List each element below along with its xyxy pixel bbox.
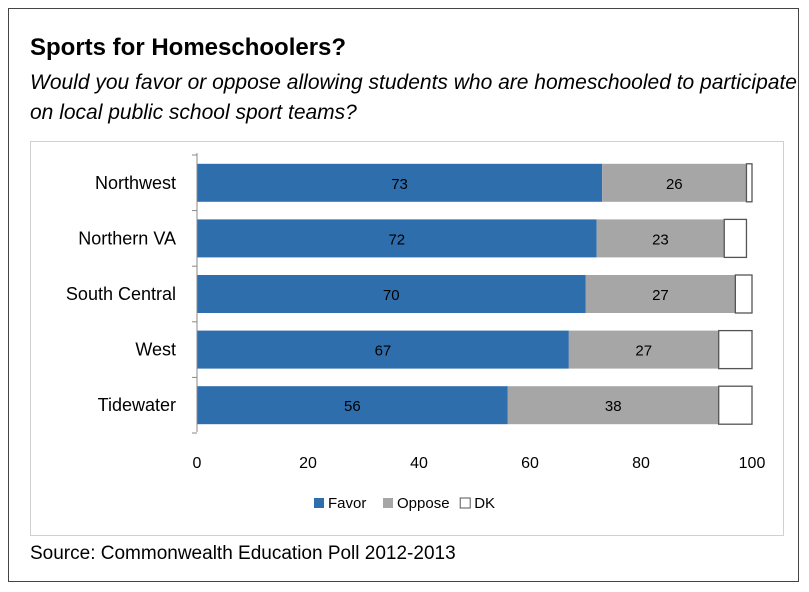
data-label-favor-south-central: 70 (383, 287, 400, 304)
x-tick-label-100: 100 (739, 455, 766, 472)
data-label-oppose-tidewater: 38 (605, 398, 622, 415)
category-label-tidewater: Tidewater (98, 395, 176, 415)
legend-swatch-oppose (383, 498, 393, 508)
bar-oppose-west (568, 330, 719, 369)
x-tick-label-40: 40 (410, 455, 428, 472)
bar-favor-tidewater (197, 386, 508, 425)
bar-oppose-tidewater (507, 386, 719, 425)
legend-label-oppose: Oppose (397, 495, 450, 512)
bar-favor-northern-va (197, 219, 597, 258)
chart-title: Sports for Homeschoolers? (30, 34, 347, 61)
category-label-west: West (135, 340, 176, 360)
bar-oppose-northern-va (596, 219, 725, 258)
bar-dk-tidewater (718, 385, 753, 425)
bar-favor-northwest (197, 163, 603, 202)
bar-dk-west (718, 329, 753, 370)
bar-dk-south-central (734, 274, 753, 314)
chart-subtitle: Would you favor or oppose allowing stude… (30, 71, 797, 124)
data-label-favor-northern-va: 72 (388, 231, 405, 248)
category-label-south-central: South Central (66, 284, 176, 304)
legend-label-favor: Favor (328, 495, 366, 512)
legend-swatch-dk (459, 497, 471, 509)
data-label-favor-northwest: 73 (391, 176, 408, 193)
legend-label-dk: DK (474, 495, 495, 512)
data-label-oppose-northern-va: 23 (652, 231, 669, 248)
x-tick-label-80: 80 (632, 455, 650, 472)
data-label-oppose-south-central: 27 (652, 287, 669, 304)
bar-favor-west (197, 330, 569, 369)
bar-oppose-northwest (602, 163, 747, 202)
x-tick-label-0: 0 (193, 455, 202, 472)
bar-oppose-south-central (585, 275, 736, 313)
data-label-favor-west: 67 (375, 343, 392, 360)
x-tick-label-20: 20 (299, 455, 317, 472)
bar-dk-northern-va (723, 218, 748, 259)
data-label-favor-tidewater: 56 (344, 398, 361, 415)
legend-swatch-favor (314, 498, 324, 508)
source-note: Source: Commonwealth Education Poll 2012… (30, 543, 456, 564)
data-label-oppose-west: 27 (635, 343, 652, 360)
x-tick-label-60: 60 (521, 455, 539, 472)
data-label-oppose-northwest: 26 (666, 176, 683, 193)
category-label-northern-va: Northern VA (78, 228, 176, 248)
category-label-northwest: Northwest (95, 173, 176, 193)
bar-favor-south-central (197, 275, 586, 313)
bar-dk-northwest (745, 163, 753, 203)
